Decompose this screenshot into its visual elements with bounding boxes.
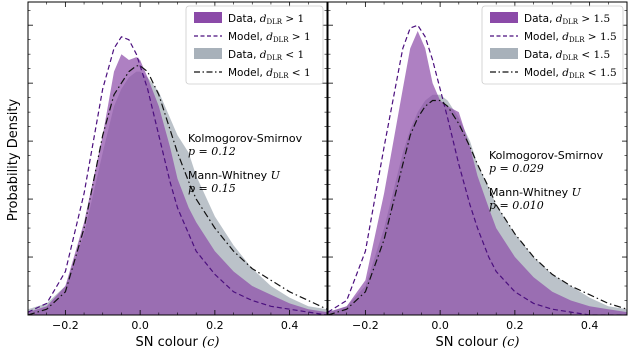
legend-label-cond: < 1 <box>288 67 310 79</box>
x-tick-label: −0.2 <box>352 319 379 332</box>
legend-label-4: Model, dDLR < 1 <box>228 67 311 80</box>
x-tick-label: −0.2 <box>52 319 79 332</box>
legend-label-sub: DLR <box>569 72 585 80</box>
stat-annotation-1: Kolmogorov-Smirnov <box>489 149 604 162</box>
legend-label-text: Data, <box>228 49 260 61</box>
legend-label-cond: > 1 <box>288 31 310 43</box>
stat-annotation-3: Mann-Whitney U <box>489 186 582 199</box>
x-tick-label: 0.4 <box>581 319 599 332</box>
legend-label-math: d <box>266 31 273 43</box>
series-area-1 <box>328 31 627 315</box>
legend-label-math: d <box>260 13 267 25</box>
series-area-1 <box>28 54 327 315</box>
legend-label-text: Data, <box>524 49 556 61</box>
stat-annotation-1: Kolmogorov-Smirnov <box>188 132 303 145</box>
chart-panel-1: −0.2 0.0 0.2 0.4SN colour (c)Data, dDLR > 1… <box>27 1 328 350</box>
x-axis-label: SN colour (c) <box>136 335 220 350</box>
legend-label-cond: < 1.5 <box>584 67 616 79</box>
x-tick-label: 0.0 <box>431 319 449 332</box>
plot-area <box>28 36 327 315</box>
x-tick-label: 0.2 <box>506 319 524 332</box>
stat-annotation-4: p = 0.15 <box>188 182 236 195</box>
legend-swatch-1 <box>194 12 222 23</box>
stat-annotation-2: p = 0.029 <box>489 162 544 175</box>
legend-label-1: Data, dDLR > 1 <box>228 13 304 26</box>
legend-label-sub: DLR <box>562 18 578 26</box>
legend-label-math: d <box>266 67 273 79</box>
legend-label-cond: > 1 <box>282 13 304 25</box>
x-tick-label: 0.4 <box>281 319 299 332</box>
legend-label-math: d <box>556 13 563 25</box>
legend-swatch-3 <box>490 48 518 59</box>
legend-label-sub: DLR <box>273 72 289 80</box>
stat-annotation-text: Mann-Whitney <box>489 186 569 199</box>
legend-label-sub: DLR <box>266 54 282 62</box>
x-axis-label: SN colour (c) <box>436 335 520 350</box>
legend-label-cond: < 1.5 <box>578 49 610 61</box>
stat-annotation-text: p = 0.010 <box>489 199 544 212</box>
legend-label-text: Data, <box>228 13 260 25</box>
legend-label-2: Model, dDLR > 1.5 <box>524 31 617 44</box>
y-axis-label: Probability Density <box>6 99 21 222</box>
legend-label-3: Data, dDLR < 1 <box>228 49 304 62</box>
legend-swatch-3 <box>194 48 222 59</box>
stat-annotation-4: p = 0.010 <box>489 199 544 212</box>
plot-area <box>328 24 627 315</box>
x-axis-label-math: (c) <box>502 335 519 350</box>
legend-label-math: d <box>562 31 569 43</box>
legend-label-cond: > 1.5 <box>578 13 610 25</box>
legend-label-1: Data, dDLR > 1.5 <box>524 13 610 26</box>
stat-annotation-text: p = 0.12 <box>188 145 236 158</box>
stat-annotation-text: p = 0.029 <box>489 162 544 175</box>
legend-label-sub: DLR <box>562 54 578 62</box>
legend-swatch-1 <box>490 12 518 23</box>
legend-label-2: Model, dDLR > 1 <box>228 31 311 44</box>
legend-label-text: Model, <box>228 31 266 43</box>
stat-annotation-text: Kolmogorov-Smirnov <box>489 149 604 162</box>
x-axis-label-math: (c) <box>202 335 219 350</box>
legend-label-text: Model, <box>524 67 562 79</box>
series-line-2 <box>328 24 627 315</box>
legend-label-sub: DLR <box>569 36 585 44</box>
legend-label-text: Model, <box>524 31 562 43</box>
chart-panel-2: −0.2 0.0 0.2 0.4SN colour (c)Data, dDLR > 1… <box>327 1 628 350</box>
stat-annotation-math: U <box>568 186 581 199</box>
legend-frame <box>481 5 624 85</box>
stat-annotation-2: p = 0.12 <box>188 145 236 158</box>
legend-label-text: Model, <box>228 67 266 79</box>
x-tick-label: 0.0 <box>131 319 149 332</box>
legend-label-4: Model, dDLR < 1.5 <box>524 67 617 80</box>
legend-label-text: Data, <box>524 13 556 25</box>
series-line-4 <box>28 65 327 315</box>
legend-label-3: Data, dDLR < 1.5 <box>524 49 610 62</box>
x-axis-label-text: SN colour <box>436 335 503 350</box>
series-line-4 <box>328 99 627 315</box>
x-tick-label: 0.2 <box>206 319 224 332</box>
legend-label-cond: > 1.5 <box>584 31 616 43</box>
panels: −0.2 0.0 0.2 0.4SN colour (c)Data, dDLR > 1… <box>27 1 628 350</box>
legend-frame <box>185 5 324 85</box>
legend-label-math: d <box>260 49 267 61</box>
stat-annotation-text: Mann-Whitney <box>188 169 268 182</box>
x-axis-label-text: SN colour <box>136 335 203 350</box>
series-line-2 <box>28 36 327 315</box>
legend-label-sub: DLR <box>273 36 289 44</box>
stat-annotation-text: Kolmogorov-Smirnov <box>188 132 303 145</box>
legend-label-sub: DLR <box>266 18 282 26</box>
legend-label-math: d <box>556 49 563 61</box>
legend-label-cond: < 1 <box>282 49 304 61</box>
stat-annotation-text: p = 0.15 <box>188 182 236 195</box>
stat-annotation-3: Mann-Whitney U <box>188 169 281 182</box>
legend-label-math: d <box>562 67 569 79</box>
stat-annotation-math: U <box>267 169 280 182</box>
